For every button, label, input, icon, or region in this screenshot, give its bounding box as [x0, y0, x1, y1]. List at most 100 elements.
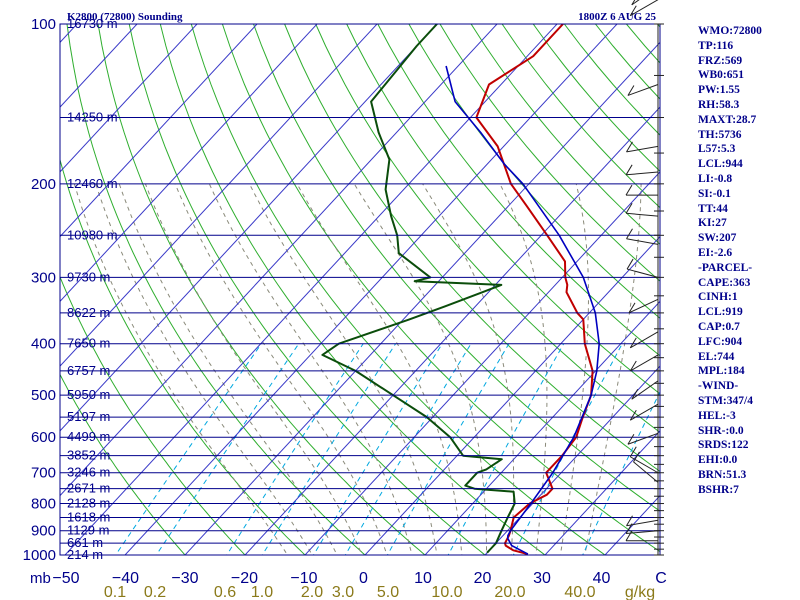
mixing-ratio-tick-label: 1.0	[251, 584, 273, 600]
wind-barb	[630, 354, 659, 372]
isotherm	[304, 171, 660, 555]
isotherm	[484, 365, 660, 555]
height-label: 9730 m	[67, 269, 110, 284]
dry-adiabat	[97, 24, 426, 555]
wind-barb-feather	[625, 164, 633, 176]
temp-tick-label: −20	[231, 570, 258, 587]
dewpoint-line	[321, 24, 516, 554]
isotherm	[0, 12, 28, 566]
wind-barb-feather	[629, 360, 637, 372]
mixing-ratio-tick-label: 2.0	[301, 584, 323, 600]
pressure-tick-label: 500	[31, 387, 56, 404]
height-label: 7650 m	[67, 336, 110, 351]
moist-adiabat	[422, 183, 515, 555]
height-label: 5950 m	[67, 387, 110, 402]
dry-adiabat	[128, 24, 486, 555]
mixing-ratio-tick-label: 20.0	[494, 584, 525, 600]
pressure-tick-label: 200	[31, 176, 56, 193]
temp-tick-label: 40	[593, 570, 611, 587]
index-item: BSHR:7	[698, 483, 739, 496]
index-item: SHR-:0.0	[698, 424, 744, 437]
wind-barb-feather	[631, 388, 639, 400]
wind-barb-feather	[626, 515, 633, 527]
isotherm	[424, 300, 660, 555]
isotherm	[364, 235, 660, 555]
temperature-line	[475, 24, 594, 555]
moist-adiabat	[118, 183, 338, 555]
isotherm	[544, 430, 660, 555]
index-item: RH:58.3	[698, 98, 740, 111]
pressure-tick-label: 400	[31, 336, 56, 353]
wind-barb-feather	[631, 0, 636, 6]
height-label: 3246 m	[67, 465, 110, 480]
height-label: 16730 m	[67, 16, 118, 31]
height-label: 214 m	[67, 547, 103, 562]
index-item: EI:-2.6	[698, 246, 733, 259]
mixing-ratio-tick-label: 0.1	[104, 584, 126, 600]
wind-barb	[626, 268, 659, 278]
mixing-ratio-tick-label: 10.0	[431, 584, 462, 600]
dry-adiabat	[346, 24, 660, 395]
index-item: MPL:184	[698, 365, 745, 378]
pressure-tick-label: 900	[31, 523, 56, 540]
isotherm	[60, 24, 198, 173]
dry-adiabat	[60, 157, 306, 555]
index-item: SW:207	[698, 232, 737, 245]
index-item: CAP:0.7	[698, 320, 740, 333]
index-item: LI:-0.8	[698, 172, 733, 185]
index-item: WMO:72800	[698, 25, 762, 37]
wind-barb-feather	[628, 302, 636, 314]
index-item: STM:347/4	[698, 394, 753, 407]
index-item: LCL:919	[698, 306, 743, 319]
dry-adiabat	[60, 373, 186, 555]
sounding-time: 1800Z 6 AUG 25	[578, 11, 656, 23]
mixing-ratio-line	[114, 343, 262, 555]
dry-adiabat	[377, 24, 660, 357]
wind-barb-feather	[629, 446, 637, 458]
temp-tick-label: 20	[474, 570, 492, 587]
pressure-tick-label: 300	[31, 269, 56, 286]
moist-adiabat	[296, 183, 463, 555]
index-item: CINH:1	[698, 291, 738, 304]
moist-adiabat	[584, 183, 642, 555]
moist-adiabat	[248, 183, 438, 555]
isotherm	[60, 24, 438, 432]
temp-tick-label: −50	[52, 570, 79, 587]
moist-adiabat	[144, 183, 363, 555]
height-label: 6757 m	[67, 363, 110, 378]
moist-adiabat	[499, 183, 548, 555]
mixing-ratio-tick-label: 5.0	[377, 584, 399, 600]
moist-adiabat	[353, 183, 488, 555]
index-item: LCL:944	[698, 158, 743, 171]
wind-barb	[633, 461, 659, 483]
pressure-tick-label: 700	[31, 465, 56, 482]
moist-adiabat	[95, 183, 313, 555]
isotherm	[60, 24, 258, 238]
dry-adiabat	[60, 275, 246, 555]
dry-adiabat	[253, 24, 660, 512]
mixing-ratio-tick-label: 0.6	[214, 584, 236, 600]
wind-barb-feather	[626, 141, 633, 153]
index-item: WB0:651	[698, 69, 744, 82]
height-label: 4499 m	[67, 429, 110, 444]
height-label: 1618 m	[67, 510, 110, 525]
wind-barb	[626, 238, 659, 245]
wind-barb	[627, 432, 659, 445]
temp-tick-label: 0	[359, 570, 368, 587]
pressure-tick-label: 600	[31, 429, 56, 446]
dry-adiabat	[159, 24, 546, 555]
index-item: HEL:-3	[698, 409, 736, 422]
mixing-ratio-tick-label: 0.2	[144, 584, 166, 600]
mixing-ratio-tick-label: 3.0	[332, 584, 354, 600]
wind-barb-feather	[629, 337, 637, 349]
height-label: 661 m	[67, 535, 103, 550]
moist-adiabat	[559, 183, 589, 555]
dry-adiabat	[315, 24, 660, 434]
index-item: TH:5736	[698, 128, 742, 141]
moist-adiabat	[174, 183, 388, 555]
wind-barb	[627, 84, 659, 96]
isotherm	[184, 41, 660, 555]
pressure-tick-label: 1000	[23, 547, 56, 564]
